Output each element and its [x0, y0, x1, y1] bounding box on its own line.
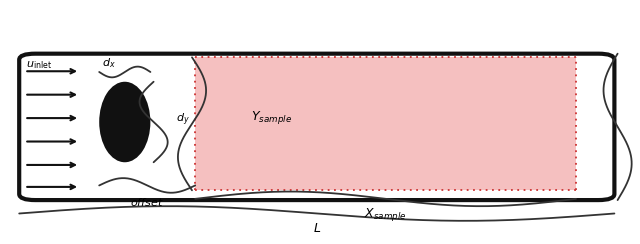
Text: $\mathit{offset}$: $\mathit{offset}$	[130, 196, 164, 208]
FancyBboxPatch shape	[19, 54, 614, 200]
Text: $d_y$: $d_y$	[176, 111, 189, 128]
Text: $Y_{\mathit{sample}}$: $Y_{\mathit{sample}}$	[251, 109, 292, 126]
Text: $d_x$: $d_x$	[102, 57, 116, 70]
Text: $L$: $L$	[313, 222, 321, 235]
Text: $X_{\mathit{sample}}$: $X_{\mathit{sample}}$	[364, 206, 407, 223]
Bar	[195, 57, 576, 190]
Text: $u_{\mathrm{inlet}}$: $u_{\mathrm{inlet}}$	[26, 60, 52, 71]
Ellipse shape	[99, 82, 150, 162]
Text: $W$: $W$	[639, 120, 640, 133]
